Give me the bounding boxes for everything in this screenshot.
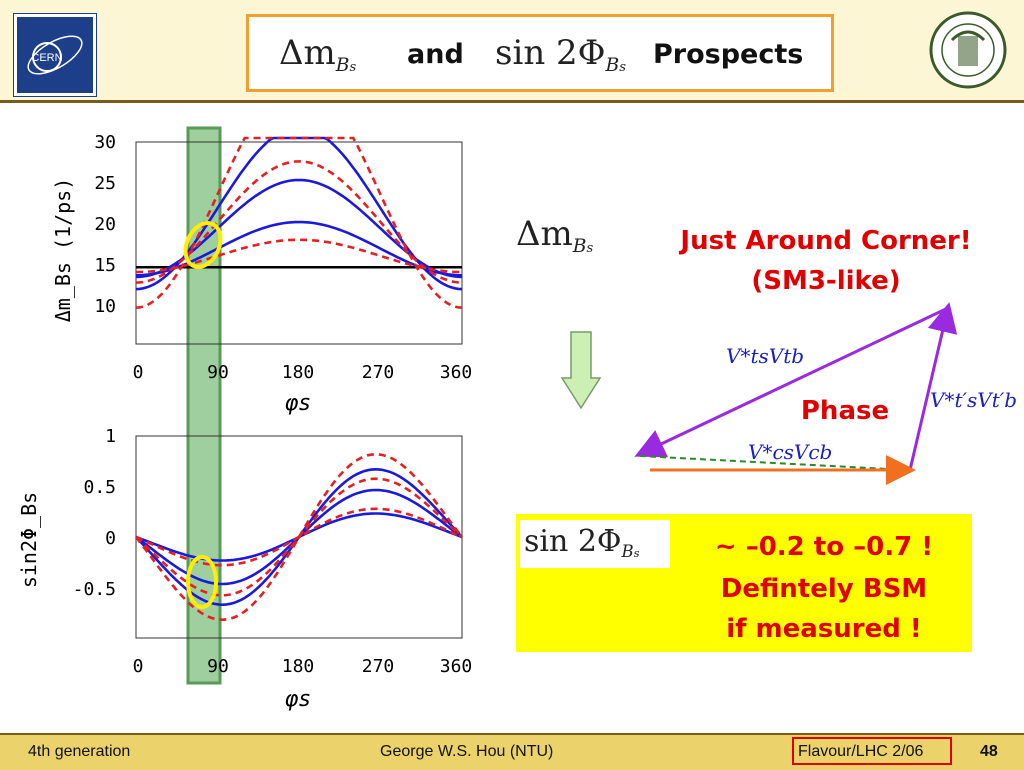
if-measured: if measured ! <box>726 614 922 644</box>
top-xtick: 360 <box>440 362 473 383</box>
bottom-ytick: -0.5 <box>73 579 116 600</box>
title-prospects: Prospects <box>653 39 804 70</box>
bottom-ytick: 1 <box>105 426 116 447</box>
highlight-ellipse-top <box>183 221 223 269</box>
down-arrow-icon <box>560 331 602 410</box>
bottom-xtick: 270 <box>362 656 395 677</box>
top-ylabel: Δm_Bs (1/ps) <box>51 178 75 323</box>
vec-cs-arrow <box>639 455 912 480</box>
cern-logo-graphic: CERN <box>27 35 83 75</box>
page-number: 48 <box>980 743 998 760</box>
top-ytick: 30 <box>94 132 116 153</box>
ntu-logo <box>928 10 1008 90</box>
vec-tps-arrow <box>908 302 958 471</box>
top-xtick: 270 <box>362 362 395 383</box>
bottom-ytick: 0 <box>105 528 116 549</box>
top-ytick: 25 <box>94 173 116 194</box>
bottom-ylabel: sin2Φ_Bs <box>17 492 41 588</box>
cern-logo: CERN <box>14 14 96 96</box>
top-xtick: 180 <box>282 362 315 383</box>
footer-conference: Flavour/LHC 2/06 <box>798 743 924 760</box>
bottom-xtick: 360 <box>440 656 473 677</box>
top-xtick: 90 <box>207 362 229 383</box>
dm-curve-dashed <box>135 160 463 284</box>
bottom-ytick: 0.5 <box>83 477 116 498</box>
title-sin-math: sin 2ΦBs <box>495 33 626 76</box>
bottom-xlabel: φs <box>285 687 312 712</box>
title-dm-math: ΔmBs <box>279 33 357 76</box>
conference-box <box>792 737 952 765</box>
definitely-bsm: Defintely BSM <box>720 574 928 604</box>
vec-ts-label: V*tsVtb <box>726 344 805 368</box>
dm-label: ΔmBs <box>516 214 594 257</box>
range-text: ~ –0.2 to –0.7 ! <box>714 532 934 562</box>
dm-curve <box>135 178 463 279</box>
top-ytick: 10 <box>94 296 116 317</box>
cern-logo-text: CERN <box>31 52 62 64</box>
sin-label-box <box>520 520 670 568</box>
bottom-xtick: 90 <box>207 656 229 677</box>
vec-tps-label: V*t′sVt′b <box>930 388 1018 412</box>
unitarity-triangle <box>634 302 958 485</box>
plots-panel: 30 25 20 15 10 0 90 180 270 360 φs Δm_Bs… <box>17 126 473 712</box>
highlight-ellipse-bottom <box>186 555 218 609</box>
sm3-like: (SM3-like) <box>751 266 901 296</box>
footer-author: George W.S. Hou (NTU) <box>380 743 554 760</box>
title-box: ΔmBs and sin 2ΦBs Prospects <box>246 14 834 92</box>
sin-label: sin 2ΦBs <box>524 524 640 561</box>
top-xtick: 0 <box>133 362 144 383</box>
phase-label: Phase <box>800 396 890 426</box>
just-around-corner: Just Around Corner! <box>680 226 972 256</box>
title-and: and <box>407 39 464 70</box>
bottom-xtick: 180 <box>282 656 315 677</box>
sin-curve-dashed <box>134 452 464 622</box>
sin-curve-dashed <box>135 477 463 597</box>
dm-curve <box>135 136 463 291</box>
dm-curve-dashed <box>135 238 463 274</box>
vec-ts-arrow <box>634 306 949 458</box>
top-plot-frame <box>135 141 463 345</box>
top-xlabel: φs <box>285 391 312 416</box>
top-ytick: 15 <box>94 255 116 276</box>
top-ytick: 20 <box>94 214 116 235</box>
bottom-xtick: 0 <box>133 656 144 677</box>
footer-left-text: 4th generation <box>28 743 131 760</box>
vec-cs-label: V*csVcb <box>748 440 833 464</box>
